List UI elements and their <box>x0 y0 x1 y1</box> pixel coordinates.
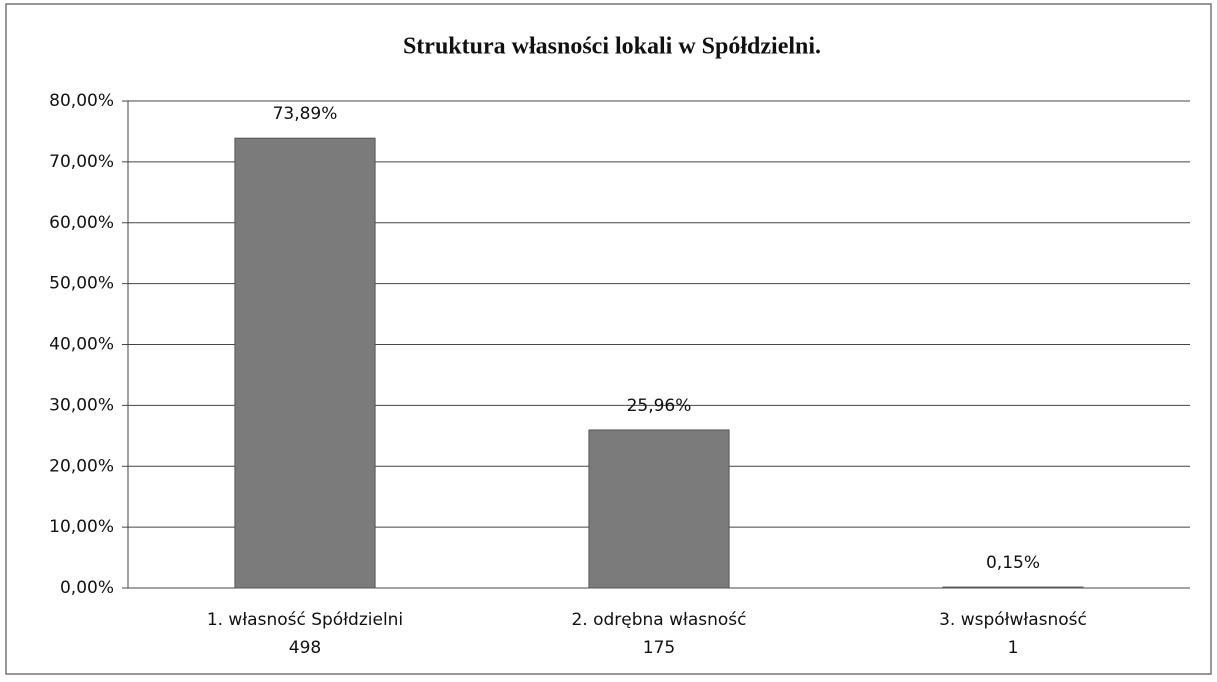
bar <box>234 137 376 589</box>
x-tick-count: 175 <box>643 638 675 658</box>
bar <box>588 429 730 589</box>
y-tick-label: 70,00% <box>49 152 114 172</box>
y-tick-label: 60,00% <box>49 213 114 233</box>
chart-title: Struktura własności lokali w Spółdzielni… <box>403 34 821 60</box>
data-label: 0,15% <box>986 553 1040 573</box>
x-tick-label: 1. własność Spółdzielni <box>207 610 403 630</box>
data-label: 25,96% <box>627 396 692 416</box>
y-tick-label: 10,00% <box>49 517 114 537</box>
y-tick-label: 20,00% <box>49 456 114 476</box>
y-tick-label: 40,00% <box>49 335 114 355</box>
x-tick-count: 498 <box>289 638 321 658</box>
x-tick-label: 3. współwłasność <box>939 610 1087 630</box>
y-tick-label: 50,00% <box>49 274 114 294</box>
bar <box>942 586 1084 589</box>
y-tick-label: 30,00% <box>49 395 114 415</box>
chart-frame <box>5 3 1212 675</box>
y-tick-label: 80,00% <box>49 91 114 111</box>
x-tick-count: 1 <box>1008 638 1019 658</box>
data-label: 73,89% <box>273 104 338 124</box>
y-tick-label: 0,00% <box>60 578 114 598</box>
x-tick-label: 2. odrębna własność <box>571 610 746 630</box>
